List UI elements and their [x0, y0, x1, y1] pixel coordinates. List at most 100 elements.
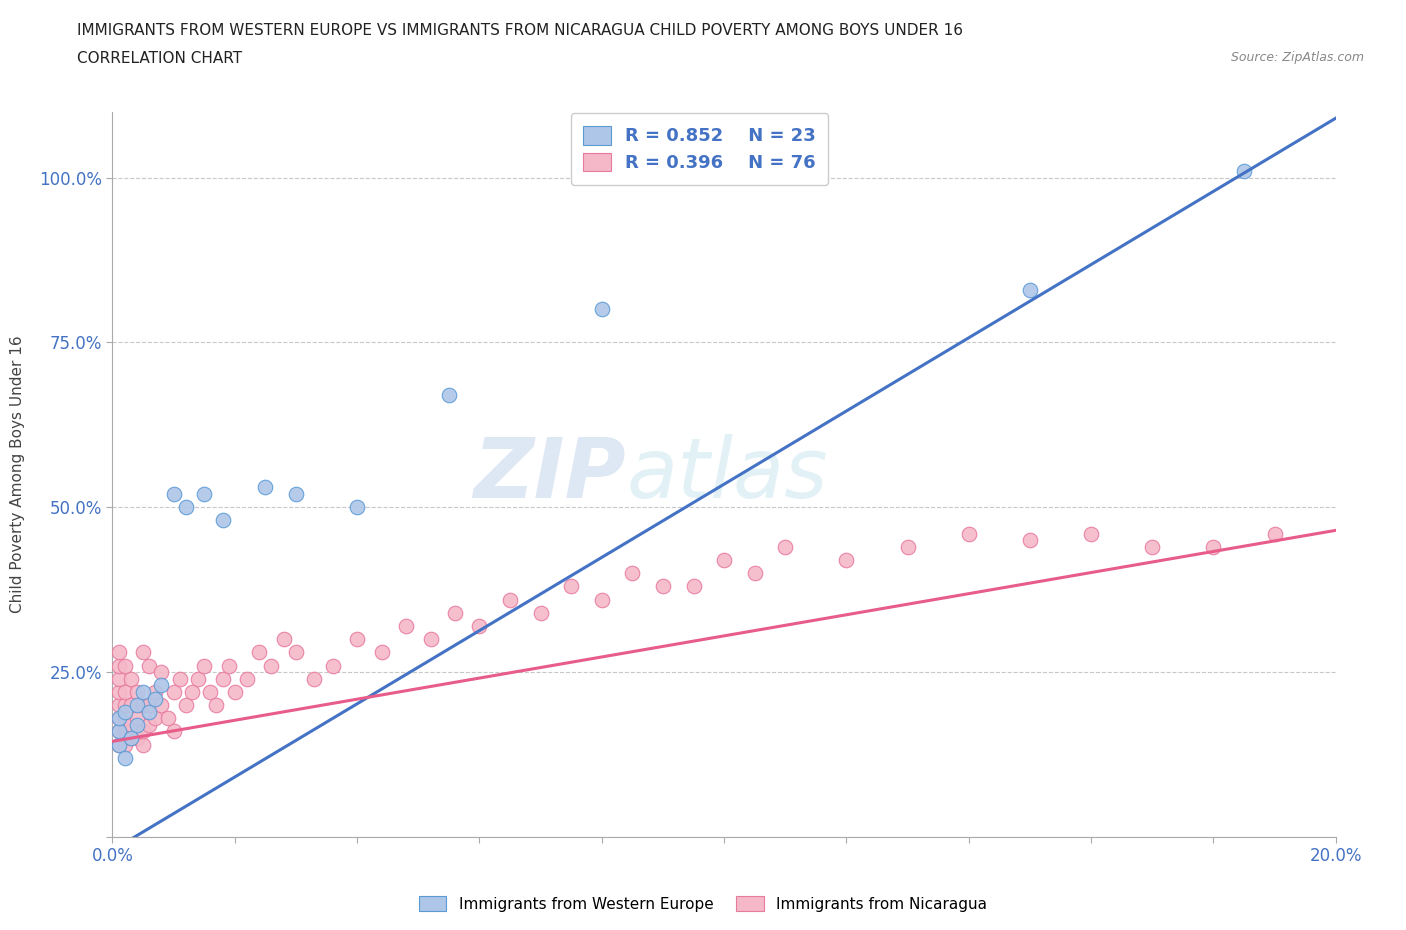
- Point: [114, 704, 136, 719]
- Text: Source: ZipAtlas.com: Source: ZipAtlas.com: [1230, 51, 1364, 64]
- Point: [187, 671, 209, 686]
- Point: [132, 737, 155, 752]
- Point: [107, 711, 129, 725]
- Point: [499, 592, 522, 607]
- Point: [1202, 539, 1225, 554]
- Point: [125, 698, 148, 712]
- Point: [120, 731, 142, 746]
- Point: [346, 631, 368, 646]
- Point: [419, 631, 441, 646]
- Point: [143, 711, 166, 725]
- Point: [156, 711, 179, 725]
- Point: [107, 671, 129, 686]
- Point: [114, 751, 136, 765]
- Point: [444, 605, 467, 620]
- Point: [304, 671, 326, 686]
- Point: [1018, 533, 1040, 548]
- Point: [114, 658, 136, 673]
- Point: [247, 644, 270, 659]
- Point: [284, 644, 308, 659]
- Point: [370, 644, 392, 659]
- Point: [107, 737, 129, 752]
- Point: [530, 605, 553, 620]
- Point: [322, 658, 344, 673]
- Point: [150, 665, 173, 680]
- Point: [143, 691, 166, 706]
- Point: [236, 671, 259, 686]
- Point: [468, 618, 491, 633]
- Point: [132, 644, 155, 659]
- Point: [1018, 282, 1040, 297]
- Text: IMMIGRANTS FROM WESTERN EUROPE VS IMMIGRANTS FROM NICARAGUA CHILD POVERTY AMONG : IMMIGRANTS FROM WESTERN EUROPE VS IMMIGR…: [77, 23, 963, 38]
- Y-axis label: Child Poverty Among Boys Under 16: Child Poverty Among Boys Under 16: [10, 336, 25, 613]
- Point: [835, 552, 858, 567]
- Point: [163, 724, 186, 739]
- Point: [174, 698, 197, 712]
- Point: [621, 565, 644, 580]
- Point: [107, 698, 129, 712]
- Point: [254, 480, 277, 495]
- Point: [211, 513, 233, 528]
- Point: [125, 717, 148, 732]
- Point: [120, 698, 142, 712]
- Point: [591, 302, 613, 317]
- Point: [897, 539, 920, 554]
- Point: [193, 658, 215, 673]
- Point: [163, 684, 186, 699]
- Point: [560, 579, 582, 594]
- Point: [132, 698, 155, 712]
- Text: CORRELATION CHART: CORRELATION CHART: [77, 51, 242, 66]
- Point: [957, 526, 980, 541]
- Point: [107, 684, 129, 699]
- Text: atlas: atlas: [626, 433, 828, 515]
- Point: [107, 724, 129, 739]
- Point: [114, 724, 136, 739]
- Point: [273, 631, 295, 646]
- Point: [150, 698, 173, 712]
- Point: [120, 731, 142, 746]
- Point: [132, 684, 155, 699]
- Point: [114, 684, 136, 699]
- Point: [1264, 526, 1286, 541]
- Point: [211, 671, 233, 686]
- Point: [1080, 526, 1102, 541]
- Point: [224, 684, 246, 699]
- Point: [169, 671, 191, 686]
- Point: [132, 724, 155, 739]
- Point: [682, 579, 704, 594]
- Point: [193, 486, 215, 501]
- Point: [218, 658, 240, 673]
- Point: [138, 698, 160, 712]
- Point: [284, 486, 308, 501]
- Point: [150, 678, 173, 693]
- Point: [125, 684, 148, 699]
- Point: [775, 539, 797, 554]
- Point: [125, 711, 148, 725]
- Text: ZIP: ZIP: [474, 433, 626, 515]
- Point: [138, 658, 160, 673]
- Point: [114, 711, 136, 725]
- Point: [1233, 164, 1256, 179]
- Point: [437, 388, 460, 403]
- Point: [395, 618, 418, 633]
- Point: [205, 698, 228, 712]
- Point: [125, 731, 148, 746]
- Point: [174, 499, 197, 514]
- Legend: R = 0.852    N = 23, R = 0.396    N = 76: R = 0.852 N = 23, R = 0.396 N = 76: [571, 113, 828, 184]
- Point: [120, 671, 142, 686]
- Point: [120, 717, 142, 732]
- Point: [107, 644, 129, 659]
- Point: [652, 579, 675, 594]
- Point: [200, 684, 222, 699]
- Point: [107, 724, 129, 739]
- Point: [591, 592, 613, 607]
- Point: [107, 711, 129, 725]
- Point: [260, 658, 283, 673]
- Point: [744, 565, 766, 580]
- Point: [107, 658, 129, 673]
- Point: [114, 737, 136, 752]
- Point: [181, 684, 204, 699]
- Point: [138, 717, 160, 732]
- Point: [138, 704, 160, 719]
- Point: [1142, 539, 1164, 554]
